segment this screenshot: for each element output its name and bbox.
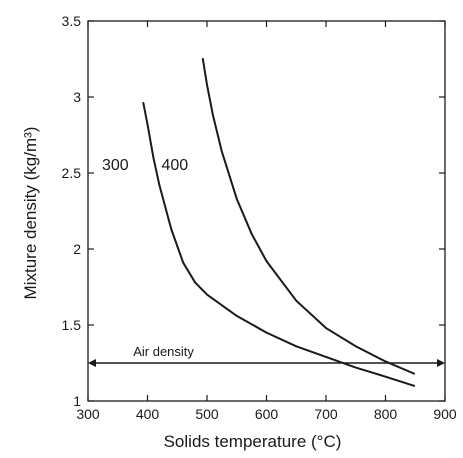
x-tick-label: 500: [195, 406, 219, 422]
x-tick-label: 700: [314, 406, 338, 422]
series-400-point: [201, 58, 204, 60]
y-tick-label: 2.5: [62, 165, 82, 181]
series-400-point: [413, 372, 415, 375]
y-tick-label: 1: [73, 393, 81, 409]
series-400-point: [295, 299, 298, 302]
series-300-point: [194, 281, 197, 284]
series-label-300: 300: [102, 157, 129, 174]
series-300-point: [158, 184, 161, 187]
y-tick-label: 3.5: [62, 13, 82, 29]
x-tick-label: 600: [255, 406, 279, 422]
series-300-point: [152, 156, 155, 159]
arrowhead-right: [437, 359, 445, 367]
series-300-point: [206, 293, 208, 296]
x-tick-label: 900: [433, 406, 457, 422]
series-400-point: [250, 232, 253, 235]
series-300-point: [413, 384, 415, 387]
series-300-point: [354, 366, 357, 369]
x-tick-label: 800: [374, 406, 398, 422]
series-400-point: [212, 114, 214, 117]
y-tick-label: 1.5: [62, 317, 82, 333]
series-400-point: [265, 260, 268, 263]
series-300-point: [146, 123, 149, 126]
x-axis-title: Solids temperature (°C): [164, 432, 342, 451]
series-label-400: 400: [161, 157, 188, 174]
arrowhead-left: [88, 359, 96, 367]
y-tick-label: 2: [73, 241, 81, 257]
series-300-point: [325, 356, 327, 358]
series-400-point: [235, 197, 238, 200]
series-300-point: [295, 345, 298, 348]
series-300-point: [142, 102, 145, 104]
series-400-point: [325, 327, 327, 329]
series-400-point: [354, 345, 357, 348]
series-400-point: [384, 360, 387, 363]
series-300-point: [182, 261, 185, 264]
x-tick-label: 400: [136, 406, 160, 422]
x-tick-label: 300: [76, 406, 100, 422]
series-300-point: [384, 375, 387, 378]
series-300-point: [170, 228, 173, 231]
air-density-label: Air density: [133, 344, 194, 359]
series-400-point: [220, 150, 223, 153]
series-300-point: [235, 314, 238, 317]
y-tick-label: 3: [73, 89, 81, 105]
series-300-point: [265, 331, 268, 334]
series-400-point: [206, 83, 208, 86]
y-axis-title: Mixture density (kg/m³): [21, 127, 40, 300]
series-line-400: [201, 58, 416, 375]
